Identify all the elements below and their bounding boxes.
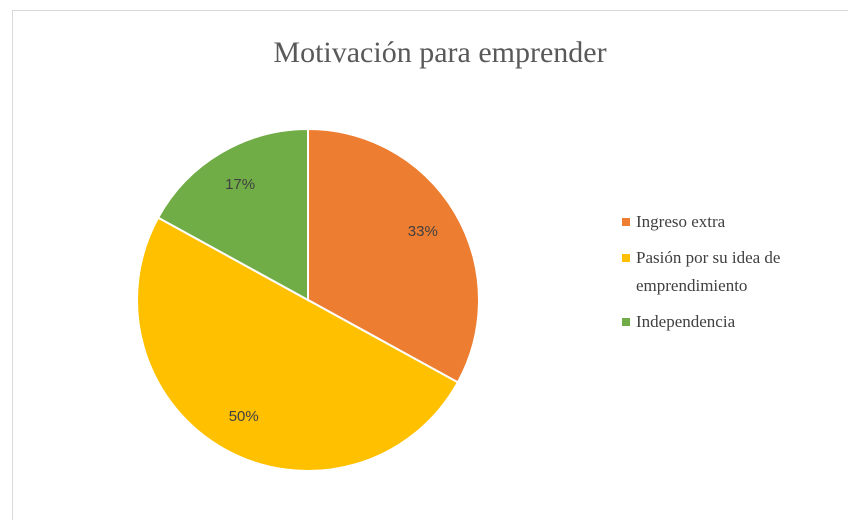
pie-slice [156, 127, 309, 302]
data-label: 50% [229, 408, 259, 425]
legend-swatch [622, 254, 630, 262]
chart-title: Motivación para emprender [273, 36, 606, 69]
legend-label: Pasión por su idea de emprendimiento [636, 248, 781, 295]
legend: Ingreso extra Pasión por su idea de empre… [622, 208, 812, 344]
data-label: 33% [408, 223, 438, 240]
legend-label: Ingreso extra [636, 212, 726, 231]
legend-swatch [622, 218, 630, 226]
legend-swatch [622, 318, 630, 326]
legend-item: Independencia [622, 308, 812, 336]
legend-item: Pasión por su idea de emprendimiento [622, 244, 812, 300]
legend-label: Independencia [636, 312, 736, 331]
pie-slice [136, 216, 460, 472]
pie-slice [307, 127, 480, 384]
data-label: 17% [225, 176, 255, 193]
legend-item: Ingreso extra [622, 208, 812, 236]
